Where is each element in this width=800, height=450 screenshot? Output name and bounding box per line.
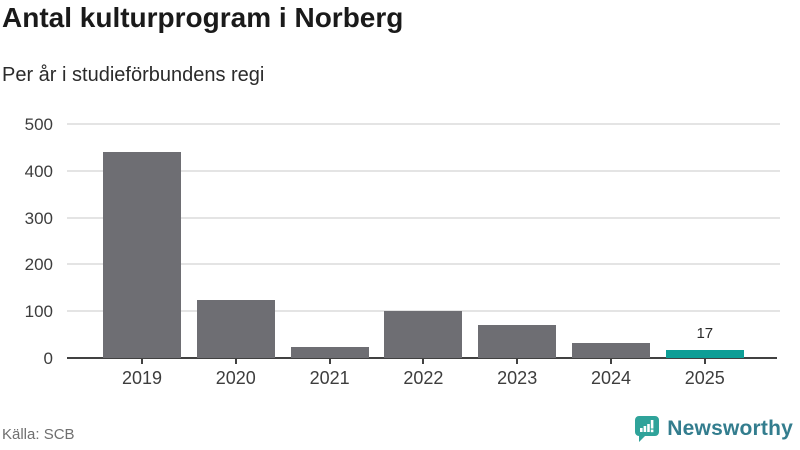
x-axis-line — [67, 357, 777, 359]
bar-2024 — [572, 342, 650, 358]
x-tick-label-2019: 2019 — [121, 368, 163, 388]
gridline-500 — [67, 123, 780, 125]
bar-2021 — [290, 347, 369, 358]
newsworthy-logo-text: Newsworthy — [667, 417, 793, 440]
gridline-200 — [67, 263, 780, 266]
y-tick-label-100: 100 — [24, 302, 53, 322]
bar-2020 — [196, 300, 275, 358]
y-tick-label-0: 0 — [43, 349, 53, 368]
x-tick-label-2024: 2024 — [590, 368, 632, 388]
chart-title: Antal kulturprogram i Norberg — [2, 2, 404, 33]
y-tick-label-200: 200 — [24, 255, 53, 275]
y-tick-label-400: 400 — [24, 161, 53, 181]
x-tick-label-2021: 2021 — [309, 368, 350, 388]
x-tick-label-2020: 2020 — [215, 368, 256, 388]
y-tick-label-300: 300 — [24, 208, 53, 228]
bar-2023 — [478, 324, 557, 358]
y-tick-label-500: 500 — [24, 115, 53, 134]
bar-2022 — [384, 311, 463, 358]
gridline-400 — [67, 169, 780, 172]
newsworthy-logo-icon — [635, 416, 660, 442]
x-tick-label-2023: 2023 — [497, 368, 538, 388]
x-tick-2019 — [141, 358, 143, 364]
x-tick-2023 — [516, 358, 519, 364]
chart-subtitle: Per år i studieförbundens regi — [2, 64, 265, 86]
x-tick-2022 — [422, 358, 425, 364]
bar-2019 — [103, 152, 181, 358]
newsworthy-logo: Newsworthy — [634, 415, 793, 443]
x-tick-2024 — [610, 358, 612, 364]
bar-2025 — [665, 350, 744, 358]
gridline-300 — [67, 216, 780, 219]
bar-value-label-2025: 17 — [696, 325, 714, 343]
x-tick-2020 — [234, 358, 237, 364]
x-tick-label-2022: 2022 — [403, 368, 444, 388]
x-tick-2025 — [703, 358, 706, 364]
source-note: Källa: SCB — [2, 426, 75, 443]
x-tick-label-2025: 2025 — [684, 368, 725, 388]
x-tick-2021 — [328, 358, 331, 364]
